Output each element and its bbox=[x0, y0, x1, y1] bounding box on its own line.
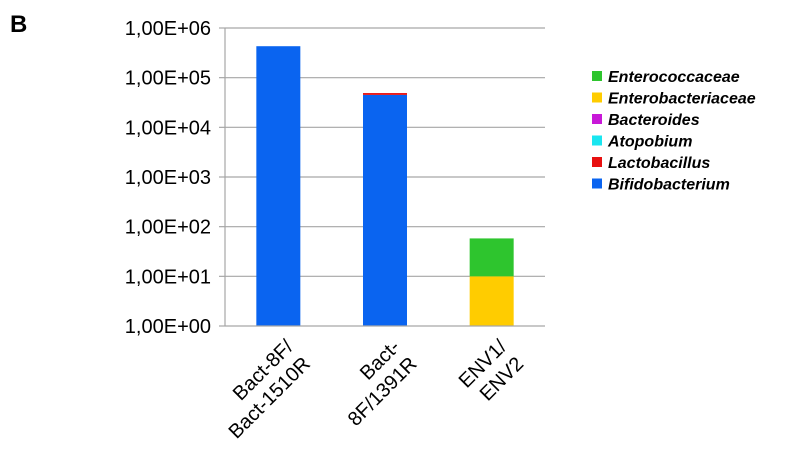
x-tick-label: Bact-8F/1391R bbox=[327, 336, 422, 431]
legend-label: Atopobium bbox=[607, 134, 692, 151]
legend-swatch bbox=[592, 114, 602, 124]
legend-label: Bacteroides bbox=[608, 112, 700, 129]
y-tick-label: 1,00E+05 bbox=[125, 68, 211, 90]
legend-label: Enterobacteriaceae bbox=[608, 91, 756, 108]
x-tick-label: Bact-8F/Bact-1510R bbox=[208, 336, 316, 444]
legend-label: Bifidobacterium bbox=[608, 177, 730, 194]
x-tick-label: ENV1/ENV2 bbox=[455, 336, 529, 410]
legend-swatch bbox=[592, 157, 602, 167]
bar-segment-enterococcaceae bbox=[469, 238, 514, 277]
y-tick-label: 1,00E+01 bbox=[125, 266, 211, 288]
legend-label: Lactobacillus bbox=[608, 155, 710, 172]
legend-swatch bbox=[592, 92, 602, 103]
legend-label: Enterococcaceae bbox=[608, 69, 740, 86]
legend-swatch bbox=[592, 135, 602, 146]
y-tick-label: 1,00E+02 bbox=[125, 217, 211, 239]
legend-swatch bbox=[592, 178, 602, 189]
y-tick-label: 1,00E+00 bbox=[125, 316, 211, 338]
bar-segment-bifidobacterium bbox=[256, 46, 301, 326]
y-tick-label: 1,00E+04 bbox=[125, 117, 211, 139]
bar-segment-bifidobacterium bbox=[363, 94, 407, 326]
legend: Enterococcaceae Enterobacteriaceae Bactero… bbox=[592, 69, 756, 194]
panel-label: B bbox=[10, 11, 27, 38]
bar-segment-lactobacillus bbox=[363, 93, 407, 95]
bars bbox=[256, 46, 514, 326]
legend-swatch bbox=[592, 71, 602, 81]
y-tick-label: 1,00E+06 bbox=[125, 18, 211, 40]
y-tick-label: 1,00E+03 bbox=[125, 167, 211, 189]
bar-segment-enterobacteriaceae bbox=[469, 276, 514, 326]
axes: 1,00E+00 1,00E+01 1,00E+02 1,00E+03 1,00E+04… bbox=[125, 18, 545, 443]
